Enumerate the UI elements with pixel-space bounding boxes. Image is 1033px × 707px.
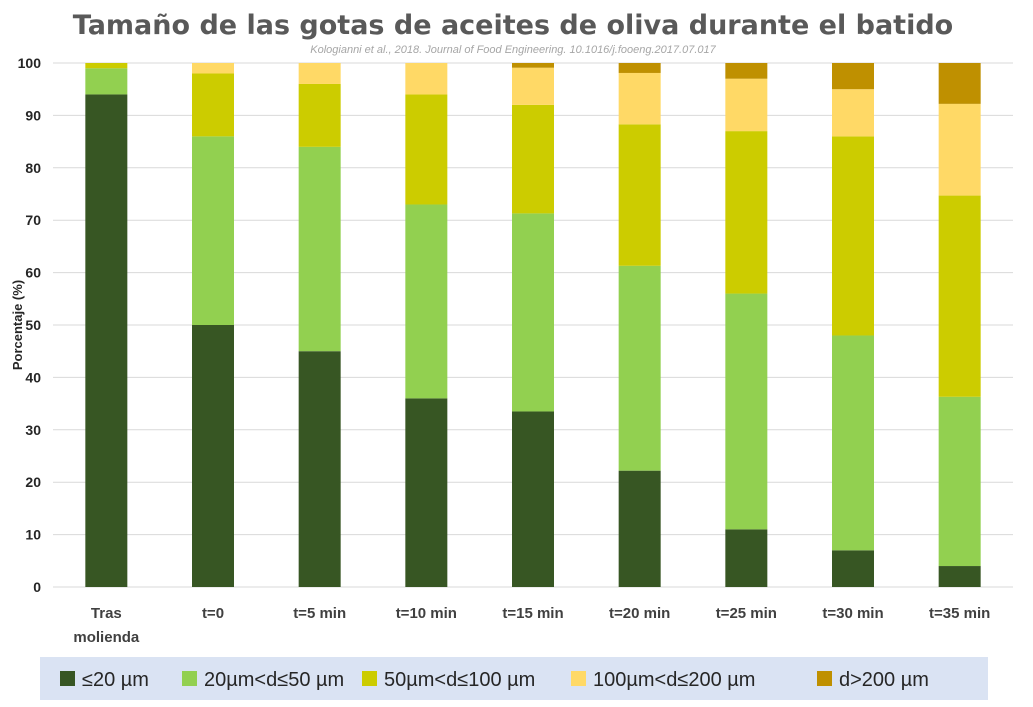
y-tick-label: 100 [18,55,42,71]
bar-segment [298,146,341,352]
bar-segment [938,566,981,587]
bar-segment [832,63,874,90]
legend-label: 100µm<d≤200 µm [593,669,755,691]
bar-segment [725,63,768,79]
bar-segment [192,136,234,325]
x-tick-label: molienda [73,629,140,646]
bar-segment [725,78,768,132]
bar-segment [85,68,128,95]
legend-label: 20µm<d≤50 µm [204,669,344,691]
bar-segment [618,470,661,587]
bar-segment [298,83,341,147]
bar-segment [512,411,554,587]
bar-segment [405,63,448,95]
x-tick-label: t=35 min [929,605,990,622]
bar-segment [938,195,981,397]
bar-segment [85,94,128,587]
bar-segment [725,529,768,587]
chart-subtitle: Kologianni et al., 2018. Journal of Food… [310,44,716,56]
bar-segment [192,325,234,587]
bar-segment [85,63,128,69]
bar-segment [298,351,341,587]
legend-swatch [362,671,377,686]
bar-segment [405,398,448,587]
x-tick-label: t=10 min [396,605,457,622]
bar-segment [618,124,661,266]
bar-segment [832,136,874,336]
bar-segment [405,204,448,399]
y-axis-label: Porcentaje (%) [10,280,25,370]
y-tick-label: 60 [25,265,41,281]
bar-segment [192,63,234,74]
legend-label: 50µm<d≤100 µm [384,669,535,691]
y-tick-label: 90 [25,107,41,123]
x-tick-label: t=5 min [293,605,346,622]
y-tick-label: 40 [25,369,41,385]
legend-label: ≤20 µm [82,669,149,691]
x-axis-ticks: Tras molienda t=0 t=5 min t=10 min t=15 min t=… [73,605,990,646]
bar-segment [618,265,661,471]
y-tick-label: 20 [25,474,41,490]
y-tick-label: 80 [25,160,41,176]
bar-segment [405,94,448,205]
bar-segment [618,72,661,125]
bar-segment [938,63,981,104]
x-tick-label: t=30 min [822,605,883,622]
x-tick-label: Tras [91,605,122,622]
legend-swatch [571,671,586,686]
legend-swatch [182,671,197,686]
chart-title: Tamaño de las gotas de aceites de oliva … [73,10,953,41]
bar-segment [512,67,554,105]
bar-segment [512,63,554,68]
bar-segment [618,63,661,73]
bar-segment [832,550,874,587]
bar-segment [938,103,981,196]
bar-segment [298,63,341,84]
bar-segment [725,293,768,530]
legend-swatch [60,671,75,686]
y-tick-label: 10 [25,527,41,543]
x-tick-label: t=25 min [716,605,777,622]
bar-segment [512,213,554,412]
bar-segment [832,335,874,551]
bar-segment [725,131,768,294]
x-tick-label: t=0 [202,605,224,622]
legend-swatch [817,671,832,686]
legend[interactable]: ≤20 µm 20µm<d≤50 µm 50µm<d≤100 µm 100µm<d≤2… [60,669,929,691]
bar-segment [938,396,981,567]
bars [85,63,981,587]
y-tick-label: 30 [25,422,41,438]
y-tick-label: 70 [25,212,41,228]
bar-segment [192,73,234,137]
x-tick-label: t=15 min [502,605,563,622]
bar-segment [512,104,554,214]
legend-label: d>200 µm [839,669,929,691]
bar-segment [832,89,874,137]
y-axis-ticks: 0 10 20 30 40 50 60 70 80 90 100 [18,55,42,595]
y-tick-label: 0 [33,579,41,595]
y-tick-label: 50 [25,317,41,333]
x-tick-label: t=20 min [609,605,670,622]
